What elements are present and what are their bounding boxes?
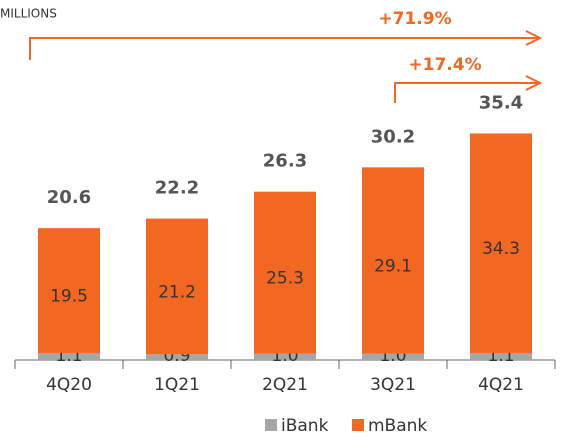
legend-label: iBank [281,416,329,436]
bar-segment [470,352,532,360]
bar-segment [146,354,208,360]
total-label: 26.3 [263,151,307,172]
bar-segment [254,353,316,360]
annotation: +71.9% [378,9,451,29]
bar-segment [38,228,100,353]
value-label: 19.5 [50,287,88,307]
arrow [394,75,543,103]
bar-segment [146,218,208,355]
legend-swatch [265,419,277,431]
bar-segment [254,191,316,354]
value-label: 34.3 [482,239,520,259]
bar-segment [362,353,424,360]
x-tick-label: 2Q21 [262,375,308,395]
x-tick-label: 1Q21 [154,375,200,395]
total-label: 30.2 [371,126,415,147]
value-label: 29.1 [374,256,412,276]
unit-label: MILLIONS [0,7,57,21]
arrow [29,30,543,60]
total-label: 20.6 [47,187,91,208]
bar-segment [470,133,532,353]
annotation: +17.4% [408,55,481,75]
legend-label: mBank [368,416,427,436]
legend-swatch [352,419,364,431]
value-label: 21.2 [158,282,196,302]
total-label: 35.4 [479,92,523,113]
total-label: 22.2 [155,178,199,199]
value-label: 25.3 [266,269,304,289]
x-tick-label: 3Q21 [370,375,416,395]
bar-segment [362,167,424,354]
x-tick-label: 4Q20 [46,375,92,395]
x-tick-label: 4Q21 [478,375,524,395]
bar-segment [38,352,100,360]
